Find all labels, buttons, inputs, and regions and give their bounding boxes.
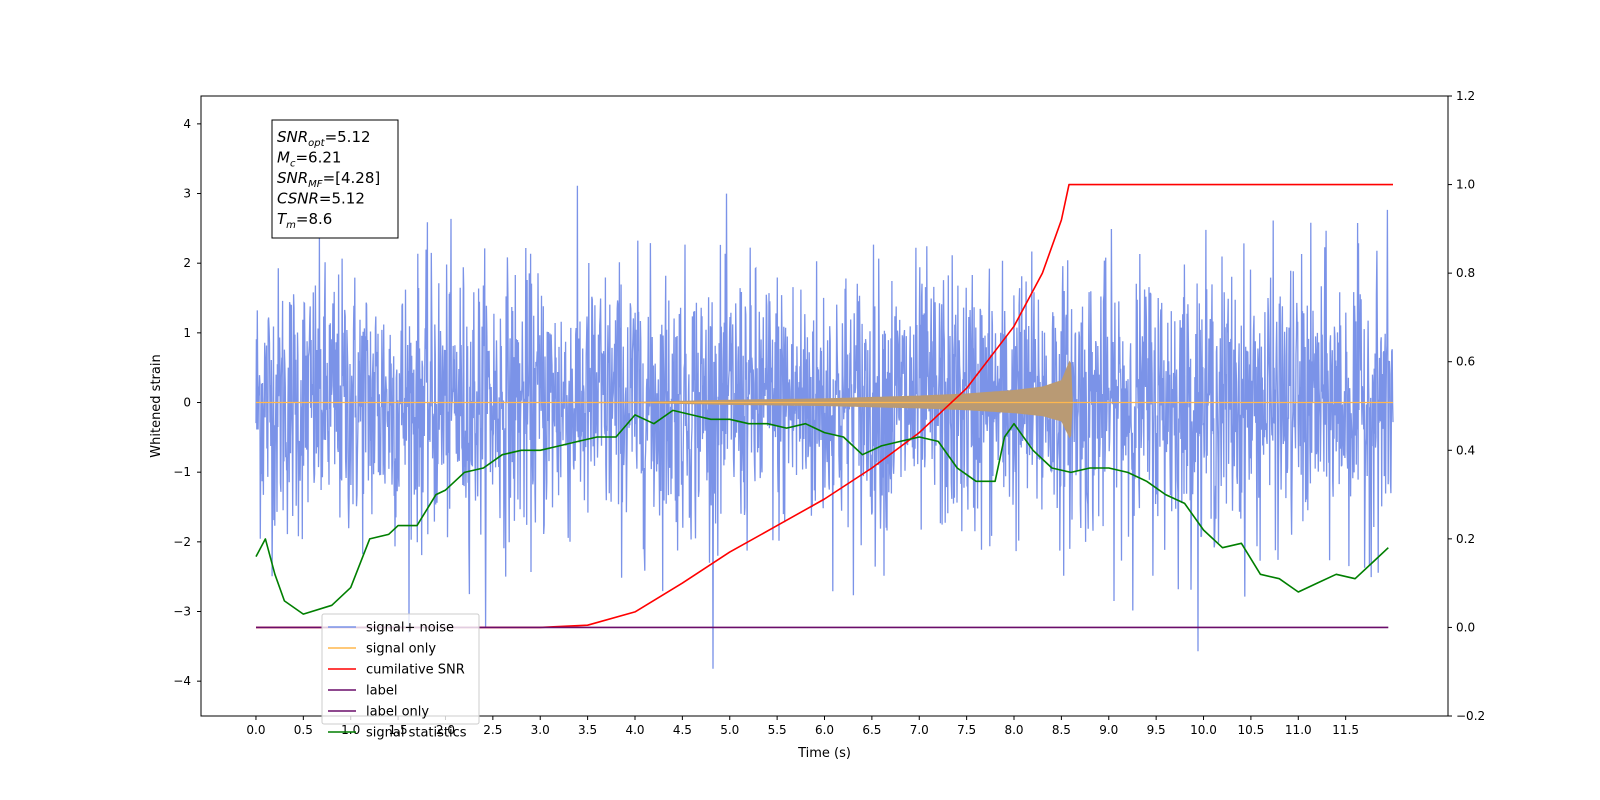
x-tick-label: 10.0 (1190, 723, 1217, 737)
info-box-line: CSNR=5.12 (277, 190, 365, 208)
y-tick-label: 0 (183, 396, 191, 410)
series-cumilative-snr (256, 183, 1393, 629)
y-tick-label: −2 (173, 535, 191, 549)
x-tick-label: 8.0 (1004, 723, 1023, 737)
x-tick-label: 5.5 (768, 723, 787, 737)
y2-tick-label: 0.4 (1456, 443, 1475, 457)
legend-label-signal-only: signal only (366, 642, 436, 657)
x-tick-label: 7.5 (957, 723, 976, 737)
x-tick-label: 6.0 (815, 723, 834, 737)
x-tick-label: 1.5 (389, 723, 408, 737)
x-tick-label: 11.0 (1285, 723, 1312, 737)
y-tick-label: −3 (173, 605, 191, 619)
x-tick-label: 4.5 (673, 723, 692, 737)
info-box-line: Mc=6.21 (277, 149, 341, 170)
legend-label-label-only: label only (366, 705, 429, 720)
x-tick-label: 8.5 (1052, 723, 1071, 737)
x-tick-label: 7.0 (910, 723, 929, 737)
legend-label-signal-statistics: signal statistics (366, 726, 467, 741)
series-signal-statistics (255, 409, 1389, 615)
x-tick-label: 3.0 (531, 723, 550, 737)
x-axis-label: Time (s) (797, 746, 851, 761)
info-box-frame (271, 119, 399, 239)
x-tick-label: 9.5 (1147, 723, 1166, 737)
y-tick-label: 1 (183, 326, 191, 340)
x-tick-label: 0.5 (294, 723, 313, 737)
x-tick-label: 9.0 (1099, 723, 1118, 737)
y-tick-label: 2 (183, 256, 191, 270)
y2-tick-label: 1.2 (1456, 89, 1475, 103)
y-tick-label: −4 (173, 674, 191, 688)
info-box-line: SNRopt=5.12 (277, 128, 371, 149)
plot-area (255, 183, 1394, 669)
x-tick-label: 0.0 (246, 723, 265, 737)
y-tick-label: −1 (173, 465, 191, 479)
x-tick-label: 2.0 (436, 723, 455, 737)
y-tick-label: 4 (183, 117, 191, 131)
legend-label-signal-noise: signal+ noise (366, 621, 454, 636)
y2-tick-label: 0.6 (1456, 355, 1475, 369)
x-tick-label: 6.5 (862, 723, 881, 737)
y-tick-label: 3 (183, 187, 191, 201)
series-signal-noise (255, 185, 1394, 669)
info-box-line: SNRMF=[4.28] (277, 169, 380, 190)
series-signal-only-envelope (256, 360, 1073, 439)
legend: signal+ noise signal only cumilative SNR la… (321, 613, 480, 741)
legend-label-label: label (366, 684, 397, 699)
legend-frame (321, 613, 480, 725)
x-tick-label: 2.5 (483, 723, 502, 737)
y2-tick-label: −0.2 (1456, 709, 1485, 723)
y2-tick-label: 0.0 (1456, 620, 1475, 634)
y2-tick-label: 1.0 (1456, 178, 1475, 192)
x-tick-label: 3.5 (578, 723, 597, 737)
x-tick-label: 1.0 (341, 723, 360, 737)
y2-tick-label: 0.8 (1456, 266, 1475, 280)
x-tick-label: 11.5 (1332, 723, 1359, 737)
axes: 0.0 0.5 1.0 1.5 2.0 2.5 3.0 3.5 4.0 4.5 5.0 5.5 6.0 6… (173, 89, 1485, 737)
x-tick-label: 5.0 (720, 723, 739, 737)
x-tick-label: 4.0 (625, 723, 644, 737)
x-tick-label: 10.5 (1238, 723, 1265, 737)
y-axis-label: Whitened strain (149, 354, 164, 457)
info-box-line: Tm=8.6 (277, 210, 332, 231)
legend-label-cumilative-snr: cumilative SNR (366, 663, 465, 678)
y2-tick-label: 0.2 (1456, 532, 1475, 546)
